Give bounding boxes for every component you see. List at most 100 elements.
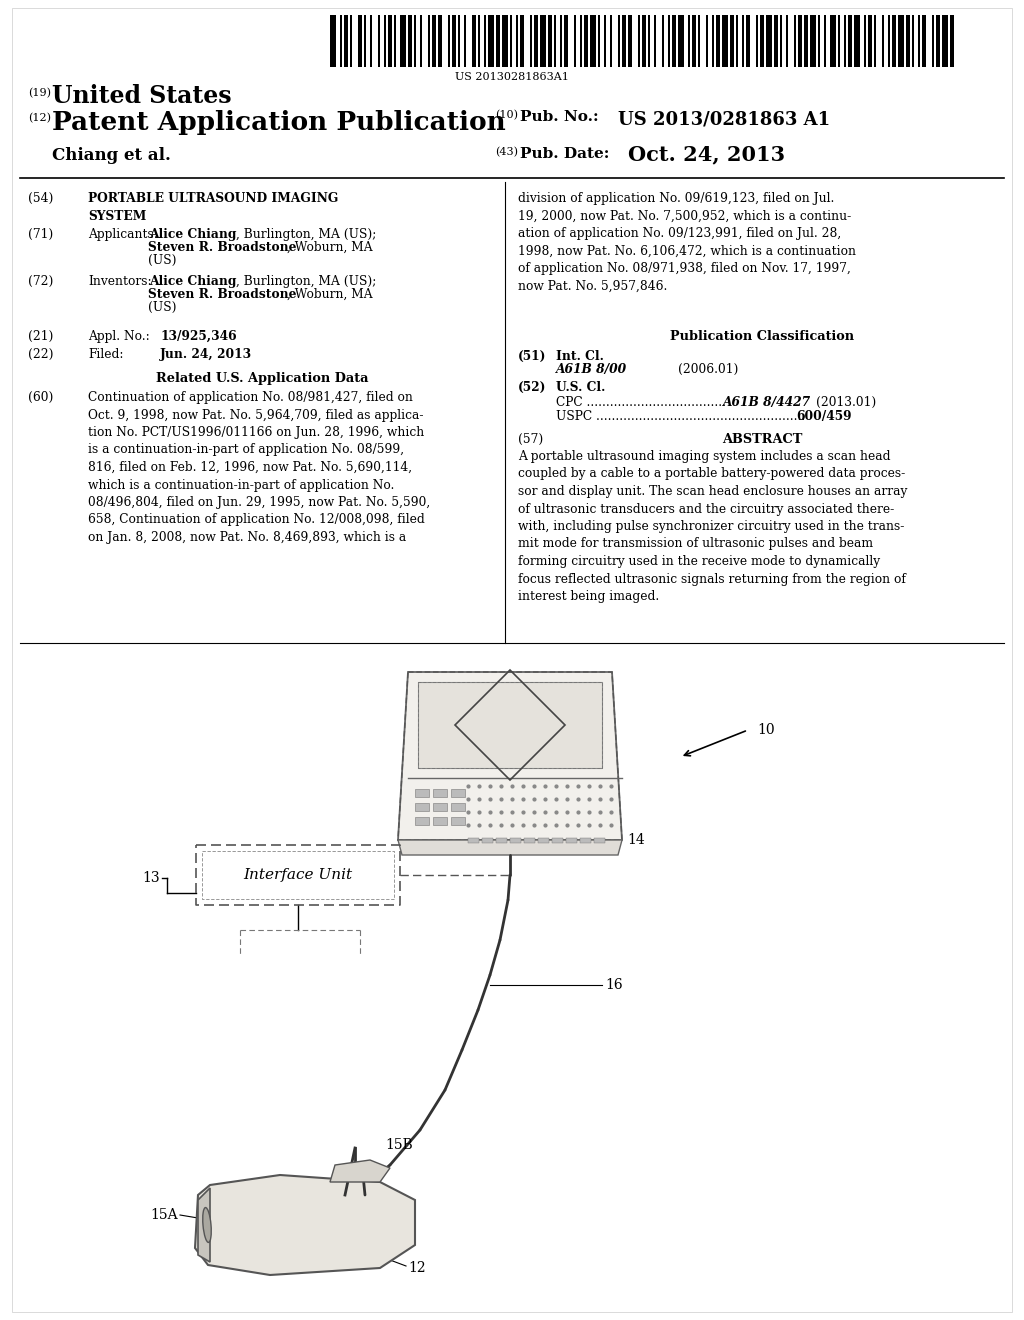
Bar [906,15,910,67]
Text: (19): (19) [28,88,51,98]
Bar [433,803,447,810]
Bar [552,838,563,843]
Text: 16: 16 [605,978,623,993]
Text: (US): (US) [148,301,176,314]
Bar [918,15,920,67]
Bar [358,15,362,67]
Text: Alice Chiang: Alice Chiang [150,275,237,288]
Text: Applicants:: Applicants: [88,228,158,242]
Bar [742,15,744,67]
Polygon shape [418,682,602,768]
Bar [594,838,605,843]
Bar [451,803,465,810]
Bar [452,15,456,67]
Bar [420,15,422,67]
Bar [408,15,412,67]
Bar [458,15,460,67]
Text: A61B 8/00: A61B 8/00 [556,363,627,376]
Bar [438,15,442,67]
Bar [838,15,840,67]
Bar [678,15,684,67]
Bar [510,15,512,67]
Bar [638,15,640,67]
Polygon shape [398,840,622,855]
Bar [932,15,934,67]
Bar [520,15,524,67]
Text: , Woburn, MA: , Woburn, MA [287,242,373,253]
Polygon shape [398,672,622,840]
Bar [794,15,796,67]
Bar [604,15,606,67]
Bar [524,838,535,843]
Bar [922,15,926,67]
Bar [706,15,708,67]
Bar [415,789,429,797]
Bar [433,789,447,797]
Bar [654,15,656,67]
Bar [340,15,342,67]
Ellipse shape [203,1208,211,1242]
Text: Continuation of application No. 08/981,427, filed on
Oct. 9, 1998, now Pat. No. : Continuation of application No. 08/981,4… [88,391,430,544]
Bar [482,838,493,843]
Bar [451,789,465,797]
Text: PORTABLE ULTRASOUND IMAGING
SYSTEM: PORTABLE ULTRASOUND IMAGING SYSTEM [88,191,338,223]
Bar [378,15,380,67]
Bar [496,15,500,67]
Bar [746,15,750,67]
Text: Related U.S. Application Data: Related U.S. Application Data [156,372,369,385]
Bar [662,15,664,67]
Text: Chiang et al.: Chiang et al. [52,147,171,164]
Bar [428,15,430,67]
Bar [496,838,507,843]
Bar [774,15,778,67]
Bar [564,15,568,67]
Bar [534,15,538,67]
Text: , Woburn, MA: , Woburn, MA [287,288,373,301]
Polygon shape [198,1188,210,1262]
Bar [818,15,820,67]
Bar [538,838,549,843]
Bar [415,803,429,810]
Bar [384,15,386,67]
Text: (2006.01): (2006.01) [678,363,738,376]
Bar [618,15,620,67]
Bar [668,15,670,67]
Bar [484,15,486,67]
Bar [432,15,436,67]
Bar [415,817,429,825]
Text: 12: 12 [408,1261,426,1275]
Text: Int. Cl.: Int. Cl. [556,350,604,363]
FancyBboxPatch shape [12,8,1012,1312]
Bar [433,817,447,825]
Bar [468,838,479,843]
Text: Appl. No.:: Appl. No.: [88,330,158,343]
Text: Oct. 24, 2013: Oct. 24, 2013 [628,144,785,164]
Bar [854,15,860,67]
Bar [874,15,876,67]
Text: 15A: 15A [151,1208,178,1222]
Bar [364,15,366,67]
Text: Steven R. Broadstone: Steven R. Broadstone [148,242,297,253]
Text: (71): (71) [28,228,53,242]
Polygon shape [195,1175,415,1275]
Bar [868,15,872,67]
Bar [780,15,782,67]
Polygon shape [330,1160,390,1181]
Bar [414,15,416,67]
Bar [464,15,466,67]
Bar [936,15,940,67]
Bar [736,15,738,67]
Bar [642,15,646,67]
Text: Pub. Date:: Pub. Date: [520,147,609,161]
Text: Pub. No.:: Pub. No.: [520,110,599,124]
Text: Alice Chiang: Alice Chiang [150,228,237,242]
Text: 14: 14 [627,833,645,847]
Text: (US): (US) [148,253,176,267]
Text: (60): (60) [28,391,53,404]
Text: (57): (57) [518,433,544,446]
Bar [540,15,546,67]
Bar [950,15,954,67]
Bar [798,15,802,67]
Text: (54): (54) [28,191,53,205]
Bar [622,15,626,67]
